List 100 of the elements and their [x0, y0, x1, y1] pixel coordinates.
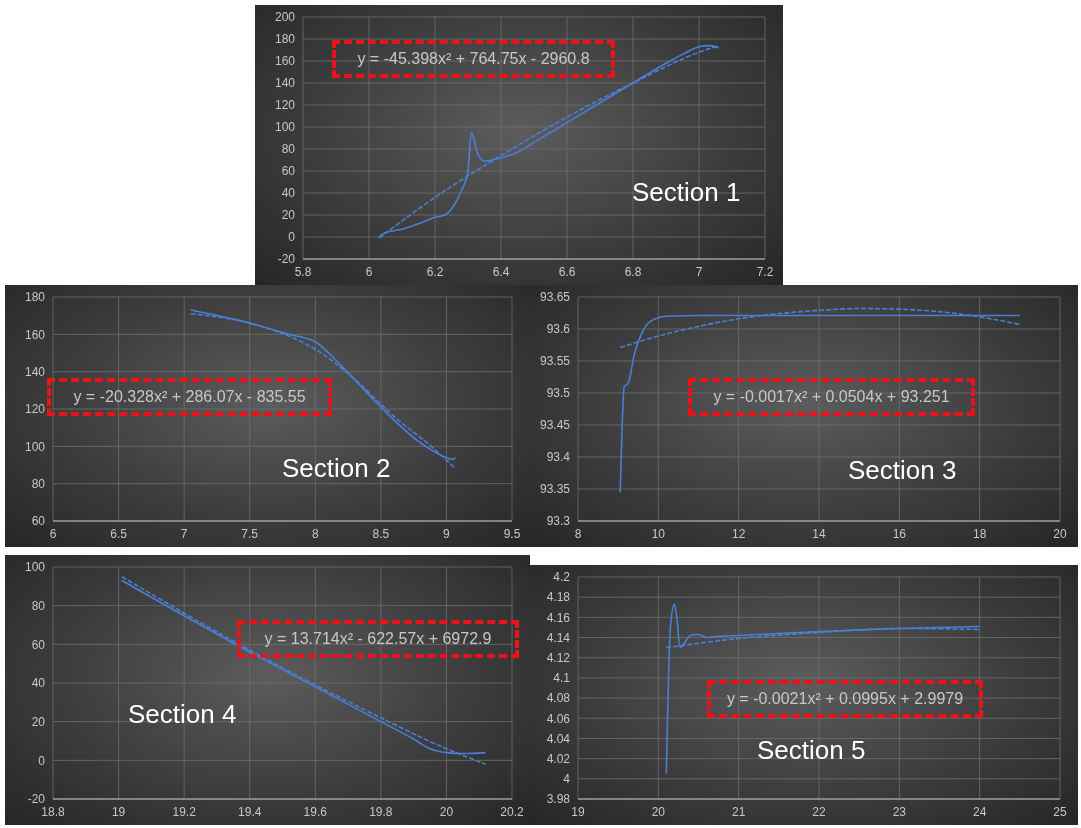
y-tick-label: 100 — [24, 439, 46, 454]
y-tick-label: 4.14 — [546, 630, 571, 645]
x-tick-label: 19.4 — [238, 804, 262, 819]
y-tick-label: 93.45 — [539, 418, 571, 433]
y-tick-label: 100 — [274, 120, 296, 135]
annotation: Section 3 — [848, 455, 957, 486]
x-tick-label: 14 — [812, 526, 826, 541]
y-tick-label: 140 — [24, 364, 46, 379]
x-tick-label: 18 — [972, 526, 987, 541]
x-tick-label: 8.5 — [372, 526, 390, 541]
y-tick-label: 4.18 — [546, 590, 571, 605]
y-tick-label: 140 — [274, 76, 296, 91]
x-tick-label: 18.8 — [41, 804, 65, 819]
y-tick-label: 4.12 — [546, 650, 571, 665]
y-tick-label: 180 — [24, 290, 46, 305]
y-tick-label: -20 — [27, 792, 46, 807]
y-tick-label: 93.65 — [539, 290, 571, 305]
x-tick-label: 16 — [892, 526, 907, 541]
x-tick-label: 6 — [365, 264, 373, 279]
line-series — [665, 603, 981, 775]
dashed-frame: y = -0.0017x² + 0.0504x + 93.251 — [688, 378, 975, 416]
y-tick-label: 93.55 — [539, 354, 571, 369]
dashed-frame: y = -0.0021x² + 0.0995x + 2.9979 — [707, 680, 983, 718]
x-tick-label: 20 — [1053, 526, 1067, 541]
x-tick-label: 9 — [443, 526, 451, 541]
y-tick-label: 4.2 — [553, 570, 571, 585]
x-tick-label: 12 — [731, 526, 746, 541]
x-tick-label: 20 — [651, 804, 666, 819]
annotation: y = 13.714x² - 622.57x + 6972.9 — [264, 630, 492, 648]
y-tick-label: 93.4 — [546, 450, 571, 465]
x-tick-label: 6.6 — [558, 264, 576, 279]
y-tick-label: 4 — [563, 772, 571, 787]
x-tick-label: 19 — [111, 804, 126, 819]
x-tick-label: 6.5 — [110, 526, 128, 541]
y-tick-label: 80 — [281, 142, 296, 157]
y-tick-label: 4.02 — [546, 751, 571, 766]
dashed-frame: y = -45.398x² + 764.75x - 2960.8 — [332, 40, 615, 78]
annotation: Section 2 — [282, 453, 391, 484]
x-tick-label: 24 — [972, 804, 987, 819]
annotation: y = -0.0017x² + 0.0504x + 93.251 — [713, 388, 950, 406]
x-tick-label: 7 — [695, 264, 703, 279]
x-tick-label: 7.2 — [756, 264, 774, 279]
y-tick-label: 160 — [24, 327, 46, 342]
annotation: Section 4 — [128, 699, 237, 730]
x-tick-label: 19.8 — [369, 804, 393, 819]
y-tick-label: 4.06 — [546, 711, 571, 726]
x-tick-label: 19.6 — [303, 804, 328, 819]
y-tick-label: 60 — [281, 164, 296, 179]
dashed-frame: y = 13.714x² - 622.57x + 6972.9 — [237, 620, 519, 658]
x-tick-label: 25 — [1053, 804, 1067, 819]
x-tick-label: 20.2 — [500, 804, 524, 819]
y-tick-label: 4.16 — [546, 610, 571, 625]
y-tick-label: 4.04 — [546, 731, 571, 746]
y-tick-label: 160 — [274, 54, 296, 69]
annotation: y = -45.398x² + 764.75x - 2960.8 — [357, 50, 590, 68]
y-tick-label: 120 — [274, 98, 296, 113]
y-tick-label: 3.98 — [546, 792, 571, 807]
annotation: Section 5 — [757, 735, 866, 766]
y-tick-label: 60 — [31, 514, 46, 529]
x-tick-label: 22 — [812, 804, 826, 819]
annotation: y = -0.0021x² + 0.0995x + 2.9979 — [726, 690, 964, 708]
y-tick-label: 93.5 — [546, 386, 571, 401]
annotation: Section 1 — [632, 177, 741, 208]
y-tick-label: 80 — [31, 598, 46, 613]
x-tick-label: 19.2 — [172, 804, 197, 819]
x-tick-label: 8 — [311, 526, 319, 541]
y-tick-label: 93.3 — [546, 514, 571, 529]
x-tick-label: 6.4 — [492, 264, 510, 279]
x-tick-label: 7.5 — [241, 526, 259, 541]
y-tick-label: 0 — [288, 230, 296, 245]
x-tick-label: 7 — [180, 526, 188, 541]
x-tick-label: 23 — [892, 804, 907, 819]
y-tick-label: 93.6 — [546, 322, 571, 337]
y-tick-label: 60 — [31, 637, 46, 652]
x-tick-label: 10 — [651, 526, 666, 541]
x-tick-label: 21 — [731, 804, 746, 819]
x-tick-label: 20 — [439, 804, 454, 819]
x-tick-label: 19 — [571, 804, 585, 819]
y-tick-label: 80 — [31, 476, 46, 491]
y-tick-label: 20 — [31, 714, 46, 729]
x-tick-label: 6.2 — [426, 264, 444, 279]
y-tick-label: 100 — [24, 560, 46, 575]
x-tick-label: 8 — [574, 526, 582, 541]
y-tick-label: -20 — [277, 252, 296, 267]
y-tick-label: 4.1 — [553, 671, 571, 686]
annotation: y = -20.328x² + 286.07x - 835.55 — [73, 388, 306, 406]
y-tick-label: 4.08 — [546, 691, 571, 706]
y-tick-label: 200 — [274, 10, 296, 25]
y-tick-label: 180 — [274, 32, 296, 47]
y-tick-label: 0 — [38, 753, 46, 768]
x-tick-label: 6 — [49, 526, 57, 541]
x-tick-label: 9.5 — [503, 526, 521, 541]
y-tick-label: 40 — [31, 676, 46, 691]
y-tick-label: 93.35 — [539, 482, 571, 497]
x-tick-label: 6.8 — [624, 264, 642, 279]
y-tick-label: 40 — [281, 186, 296, 201]
y-tick-label: 20 — [281, 208, 296, 223]
dashed-frame: y = -20.328x² + 286.07x - 835.55 — [47, 378, 332, 416]
y-tick-label: 120 — [24, 402, 46, 417]
x-tick-label: 5.8 — [294, 264, 312, 279]
